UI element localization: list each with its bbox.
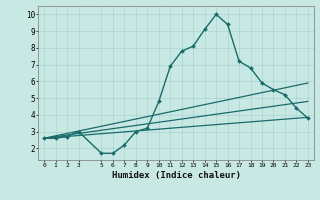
X-axis label: Humidex (Indice chaleur): Humidex (Indice chaleur): [111, 171, 241, 180]
